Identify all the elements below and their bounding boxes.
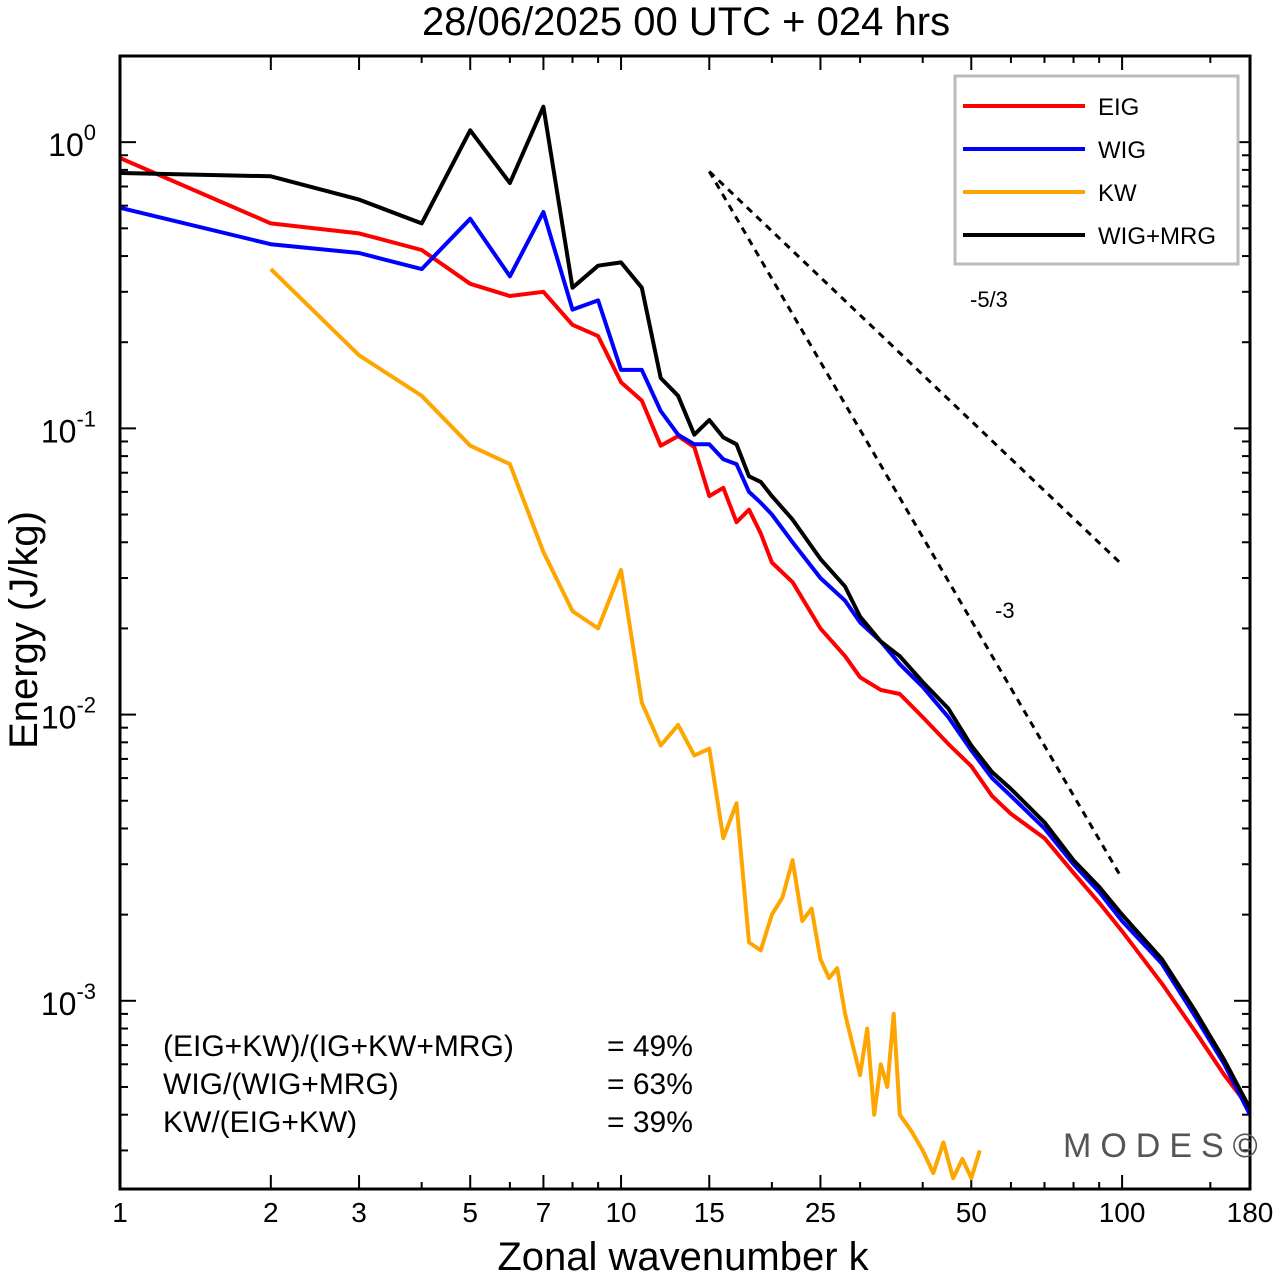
x-tick-label: 10 (605, 1197, 636, 1228)
y-tick-label: 10-2 (41, 693, 96, 736)
x-axis-label: Zonal wavenumber k (497, 1235, 869, 1279)
reference-slope-label: -3 (995, 598, 1015, 623)
y-tick-label: 10-3 (41, 979, 96, 1022)
series-line-wig (120, 205, 1250, 1116)
plot-frame (118, 54, 1252, 1191)
series-line-eig (120, 156, 1250, 1110)
series-line-wig-mrg (120, 104, 1250, 1110)
legend-label: KW (1098, 180, 1137, 207)
series-line-kw (269, 267, 982, 1181)
legend-label: WIG+MRG (1098, 223, 1216, 250)
x-axis-ticks: 1 2 3 5 7 10 15 25 50 100 180 (112, 56, 1273, 1228)
x-tick-label: 180 (1227, 1197, 1274, 1228)
legend-label: EIG (1098, 94, 1139, 121)
x-tick-label: 15 (694, 1197, 725, 1228)
y-axis-label: Energy (J/kg) (2, 511, 46, 749)
ratio-annotation-label: KW/(EIG+KW) (163, 1106, 357, 1139)
reference-slope-label: -5/3 (970, 287, 1008, 312)
x-tick-label: 1 (112, 1197, 128, 1228)
reference-slopes: -5/3 -3 (707, 170, 1124, 880)
x-tick-label: 5 (462, 1197, 478, 1228)
x-tick-label: 25 (805, 1197, 836, 1228)
modes-watermark: MODES© (1063, 1127, 1267, 1165)
ratio-annotation-value: = 39% (607, 1106, 693, 1139)
reference-slope-line (707, 170, 1124, 880)
x-tick-label: 100 (1099, 1197, 1146, 1228)
y-tick-label: 100 (48, 120, 96, 163)
ratio-annotation-label: (EIG+KW)/(IG+KW+MRG) (163, 1030, 514, 1063)
x-tick-label: 2 (263, 1197, 279, 1228)
legend: EIG WIG KW WIG+MRG (953, 74, 1240, 266)
x-tick-label: 7 (536, 1197, 552, 1228)
legend-label: WIG (1098, 137, 1146, 164)
chart-title: 28/06/2025 00 UTC + 024 hrs (422, 0, 950, 44)
series-layer (120, 104, 1250, 1181)
reference-slope-line (708, 170, 1124, 566)
ratio-annotation-value: = 49% (607, 1030, 693, 1063)
ratio-annotation-value: = 63% (607, 1068, 693, 1101)
x-tick-label: 3 (351, 1197, 367, 1228)
x-tick-label: 50 (956, 1197, 987, 1228)
ratio-annotations: (EIG+KW)/(IG+KW+MRG) = 49% WIG/(WIG+MRG) = … (163, 1030, 693, 1139)
y-tick-label: 10-1 (41, 406, 96, 449)
ratio-annotation-label: WIG/(WIG+MRG) (163, 1068, 399, 1101)
